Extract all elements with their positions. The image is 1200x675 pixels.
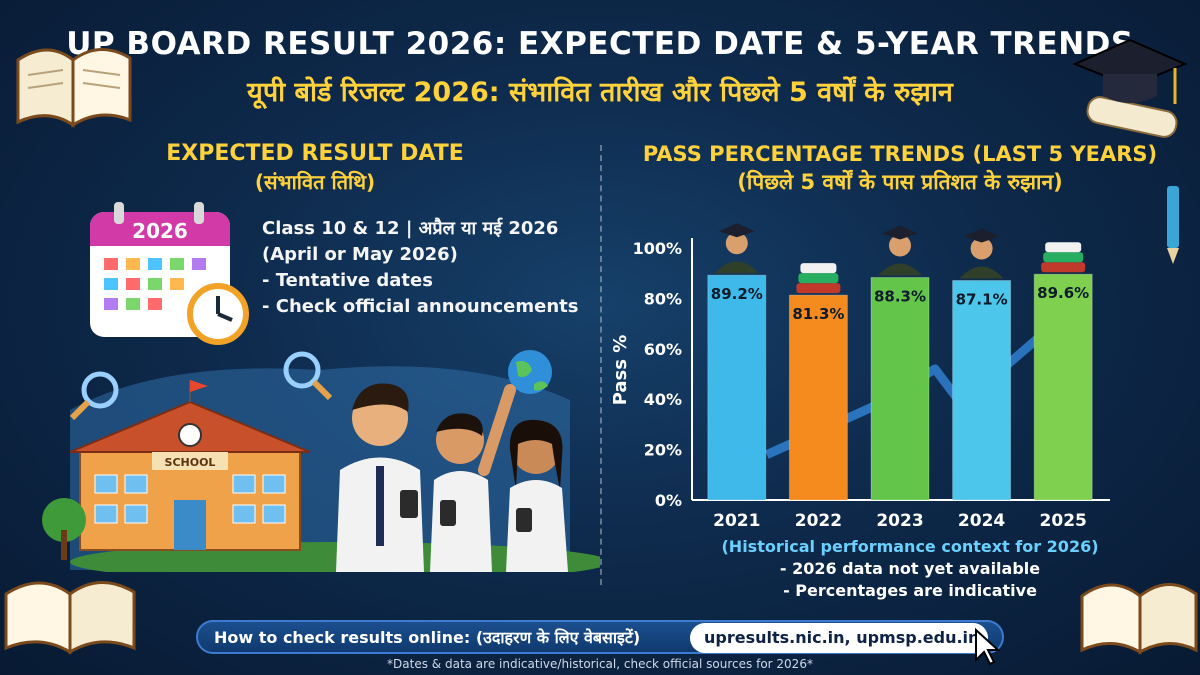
class-date-line: Class 10 & 12 | अप्रैल या मई 2026 bbox=[262, 218, 559, 239]
trends-heading: PASS PERCENTAGE TRENDS (LAST 5 YEARS) (प… bbox=[610, 140, 1190, 196]
how-to-check-text: How to check results online: (उदाहरण के … bbox=[214, 626, 640, 648]
trends-heading-text: PASS PERCENTAGE TRENDS (LAST 5 YEARS) bbox=[642, 142, 1158, 166]
books-icon bbox=[796, 263, 841, 294]
page-title: UP BOARD RESULT 2026: EXPECTED DATE & 5-… bbox=[66, 26, 1134, 62]
expected-date-details: Class 10 & 12 | अप्रैल या मई 2026 (April… bbox=[262, 216, 592, 320]
x-tick-label: 2022 bbox=[795, 511, 842, 531]
calendar-year: 2026 bbox=[132, 219, 188, 243]
class-date-english: (April or May 2026) bbox=[262, 244, 458, 265]
books-icon bbox=[1041, 242, 1086, 273]
pass-percentage-chart: 0%20%40%60%80%100% 2021 2022 2023 2024 2025 … bbox=[610, 223, 1110, 531]
graduate-icon bbox=[714, 223, 759, 274]
y-tick-label: 60% bbox=[644, 340, 682, 359]
y-axis-label: Pass % bbox=[610, 335, 631, 406]
x-tick-label: 2024 bbox=[958, 511, 1005, 531]
data-label: 89.2% bbox=[711, 285, 763, 303]
bar-2025 bbox=[1033, 273, 1093, 501]
expected-date-heading-hindi: (संभावित तिथि) bbox=[254, 170, 376, 194]
data-unavailable-note: - 2026 data not yet available bbox=[779, 559, 1041, 578]
section-divider bbox=[600, 145, 602, 585]
data-label: 89.6% bbox=[1037, 284, 1089, 302]
school-sign: SCHOOL bbox=[165, 456, 216, 469]
x-tick-label: 2025 bbox=[1040, 511, 1087, 531]
calendar-icon: 2026 bbox=[90, 202, 249, 345]
bar-2023 bbox=[870, 276, 930, 501]
how-to-check-hindi: (उदाहरण के लिए वेबसाइटें) bbox=[475, 628, 641, 647]
cursor-icon bbox=[975, 627, 1001, 666]
data-label: 81.3% bbox=[792, 305, 844, 323]
bar-2024 bbox=[952, 280, 1012, 501]
official-note: - Check official announcements bbox=[262, 296, 579, 317]
school-students-illustration: SCHOOL bbox=[42, 350, 600, 572]
graduation-cap-icon bbox=[1072, 38, 1188, 138]
website-links[interactable]: upresults.nic.in, upmsp.edu.in bbox=[690, 623, 988, 653]
graduate-icon bbox=[959, 228, 1004, 279]
y-tick-label: 80% bbox=[644, 289, 682, 308]
y-tick-label: 20% bbox=[644, 441, 682, 460]
data-label: 88.3% bbox=[874, 287, 926, 305]
y-tick-label: 0% bbox=[655, 491, 682, 510]
chart-notes: (Historical performance context for 2026… bbox=[700, 536, 1120, 602]
data-label: 87.1% bbox=[956, 291, 1008, 309]
disclaimer: *Dates & data are indicative/historical,… bbox=[387, 657, 813, 671]
stacked-books-icon bbox=[4, 581, 136, 655]
bar-2022 bbox=[788, 294, 848, 501]
historical-context-note: (Historical performance context for 2026… bbox=[721, 537, 1099, 556]
x-tick-label: 2023 bbox=[876, 511, 923, 531]
tentative-note: - Tentative dates bbox=[262, 270, 433, 291]
expected-date-heading-text: EXPECTED RESULT DATE bbox=[166, 141, 464, 166]
magnifier-icon bbox=[81, 371, 119, 409]
trends-heading-hindi: (पिछले 5 वर्षों के पास प्रतिशत के रुझान) bbox=[737, 170, 1063, 194]
pen-icon bbox=[1167, 186, 1179, 264]
y-tick-label: 100% bbox=[633, 239, 682, 258]
bar-2021 bbox=[707, 274, 767, 501]
graduate-icon bbox=[878, 225, 922, 276]
expected-date-heading: EXPECTED RESULT DATE (संभावित तिथि) bbox=[160, 140, 470, 196]
page-title-hindi: यूपी बोर्ड रिजल्ट 2026: संभावित तारीख और… bbox=[247, 77, 953, 108]
y-tick-label: 40% bbox=[644, 390, 682, 409]
how-to-check-label: How to check results online: bbox=[214, 628, 471, 647]
open-book-right-icon bbox=[1080, 583, 1198, 655]
x-tick-label: 2021 bbox=[713, 511, 760, 531]
indicative-note: - Percentages are indicative bbox=[783, 581, 1037, 600]
open-book-icon bbox=[16, 48, 132, 128]
